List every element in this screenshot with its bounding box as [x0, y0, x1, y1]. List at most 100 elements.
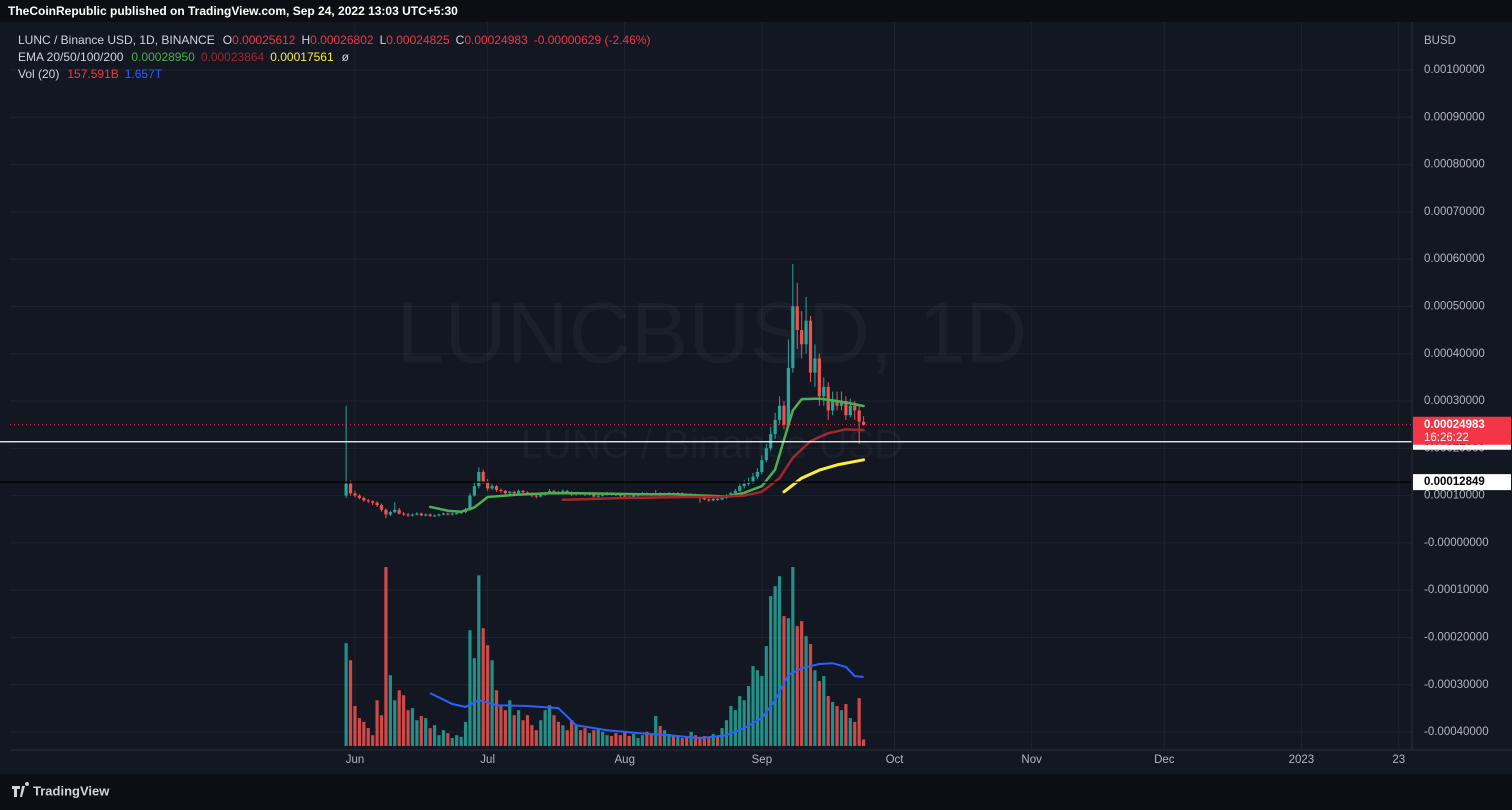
y-tick-label: 0.00040000	[1424, 348, 1485, 360]
candle-body	[738, 486, 742, 491]
candle-body	[791, 306, 795, 368]
candle-body	[397, 509, 401, 514]
symbol: LUNC / Binance USD, 1D, BINANCE	[18, 33, 215, 47]
volume-bar	[667, 733, 671, 746]
candle-body	[388, 512, 392, 515]
candle-body	[481, 471, 485, 482]
volume-bar	[348, 660, 353, 746]
volume-bar	[835, 706, 839, 746]
volume-bar	[693, 735, 698, 746]
volume-bar	[853, 721, 857, 746]
x-tick-label: Jun	[346, 754, 365, 766]
volume-bar	[371, 735, 375, 746]
volume-bar	[521, 720, 525, 746]
candle-body	[742, 483, 746, 487]
volume-bar	[680, 738, 684, 746]
volume-bar	[402, 695, 406, 746]
legend-label: L	[380, 33, 387, 47]
volume-bar	[494, 690, 499, 746]
candle-body	[441, 513, 446, 515]
candle-body	[357, 495, 361, 498]
ema-value: 0.00028950	[131, 50, 195, 64]
volume-bar	[525, 715, 530, 746]
volume-bar	[800, 621, 804, 746]
volume-bar	[826, 696, 830, 746]
volume-bar	[415, 720, 419, 746]
legend-label: H	[301, 33, 310, 47]
price-line-box	[1413, 474, 1511, 491]
volume-bar	[760, 676, 764, 746]
candle-body	[831, 401, 835, 411]
y-tick-label: 0.00050000	[1424, 300, 1485, 312]
volume-bar	[777, 576, 782, 746]
volume-bar	[839, 710, 844, 746]
candle-body	[402, 513, 406, 515]
axis-layer: 0.00100000 0.00090000 0.00080000 0.00070000…	[346, 64, 1511, 766]
volume-bar	[357, 718, 361, 746]
volume-ma-line	[429, 662, 864, 740]
legend-label: O	[223, 33, 232, 47]
candle-body	[853, 405, 857, 411]
candle-body	[432, 515, 437, 517]
volume-bar	[773, 586, 777, 746]
volume-bar	[393, 700, 397, 746]
volume-bar	[570, 720, 574, 746]
volume-bar	[808, 644, 813, 746]
candle-body	[384, 509, 388, 515]
volume-bar	[685, 736, 689, 746]
candle-body	[808, 320, 813, 373]
volume-bar	[424, 718, 428, 746]
volume-bar	[769, 596, 773, 746]
volume-bar	[654, 716, 658, 746]
volume-bar	[432, 725, 437, 746]
y-tick-label: 0.00100000	[1424, 64, 1485, 76]
candle-body	[534, 495, 538, 497]
y-tick-label: -0.00010000	[1424, 584, 1489, 596]
volume-bar	[601, 731, 605, 746]
volume-bar	[503, 710, 507, 746]
candle-body	[486, 481, 490, 489]
volume-bar	[455, 735, 459, 746]
volume-bar	[512, 715, 516, 746]
candle-body	[857, 410, 861, 422]
volume-bar	[468, 630, 472, 746]
volume-bar	[556, 721, 561, 746]
y-tick-label: -0.00020000	[1424, 631, 1489, 643]
volume-bar	[450, 738, 454, 746]
volume-bar	[552, 715, 556, 746]
ema-line	[561, 428, 865, 502]
volume-bar	[477, 575, 481, 746]
footer-bar	[0, 774, 1512, 810]
candle-body	[632, 495, 636, 498]
legend-ema-row: EMA 20/50/100/200 0.00028950 0.00023864 0.0…	[18, 50, 350, 64]
volume-bar	[716, 736, 720, 746]
x-tick-label: Oct	[886, 754, 905, 766]
x-tick-label: Dec	[1154, 754, 1175, 766]
volume-bar	[813, 670, 817, 746]
candle-body	[777, 405, 782, 420]
volume-bar	[671, 736, 676, 746]
candle-body	[848, 405, 852, 416]
volume-bar	[486, 645, 490, 746]
y-tick-label: -0.00040000	[1424, 726, 1489, 738]
marks-layer	[0, 263, 1412, 746]
candle-body	[455, 513, 459, 515]
candle-body	[839, 401, 844, 406]
volume-bar	[574, 725, 578, 746]
candle-body	[592, 493, 596, 497]
candle-body	[817, 358, 821, 397]
y-tick-label: -0.00000000	[1424, 537, 1489, 549]
volume-bar	[632, 733, 636, 746]
last-price-timer: 16:26:22	[1424, 432, 1469, 444]
candle-body	[419, 513, 423, 516]
volume-bar	[640, 735, 645, 746]
volume-bar	[786, 618, 790, 746]
volume-bar	[388, 675, 392, 746]
volume-bar	[702, 736, 706, 746]
candle-body	[366, 500, 370, 502]
currency: BUSD	[1424, 35, 1456, 47]
volume-bar	[720, 728, 724, 746]
y-tick-label: -0.00030000	[1424, 679, 1489, 691]
volume-bar	[676, 736, 680, 746]
